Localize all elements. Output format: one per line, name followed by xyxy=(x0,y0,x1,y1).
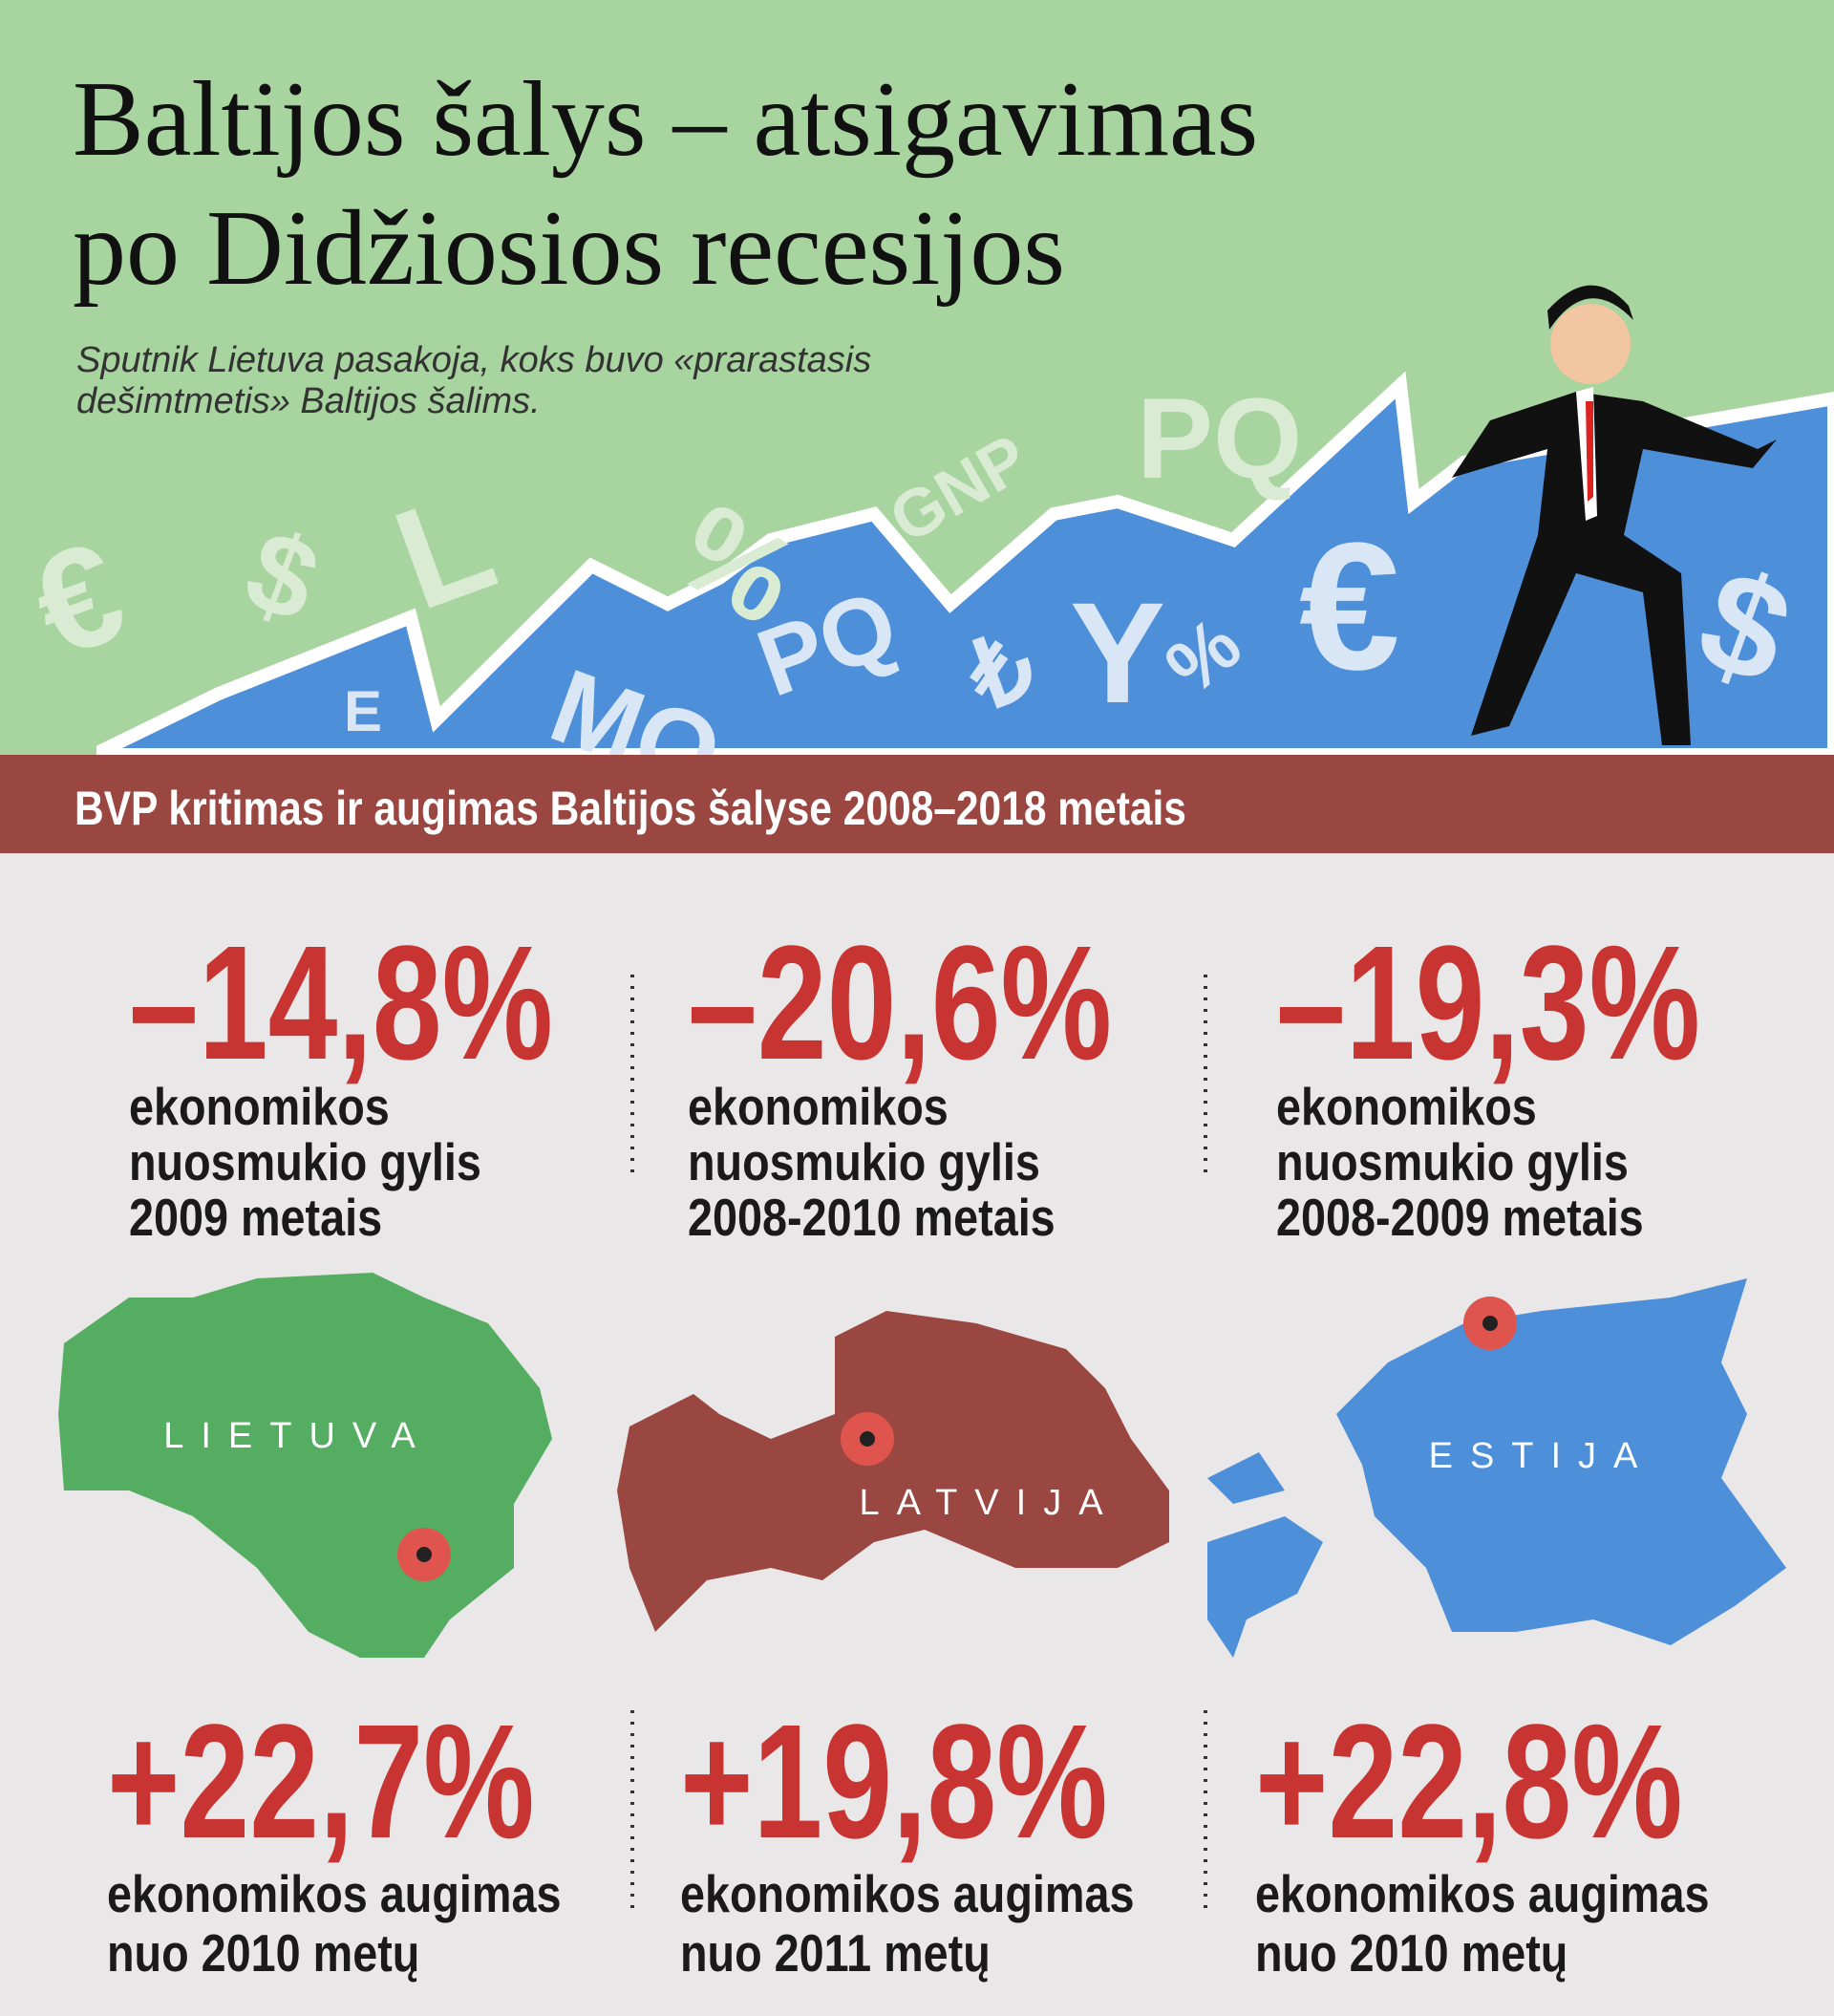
decline-text: ekonomikos xyxy=(1276,1077,1537,1136)
growth-value: +19,8% xyxy=(680,1691,1108,1873)
country-label: LATVIJA xyxy=(859,1483,1120,1523)
decline-text: ekonomikos xyxy=(129,1077,390,1136)
decline-text: 2008-2010 metais xyxy=(688,1188,1056,1247)
decor-symbol: E xyxy=(344,679,382,743)
title: po Didžiosios recesijos xyxy=(73,189,1065,308)
country-label: ESTIJA xyxy=(1428,1436,1655,1476)
businessman xyxy=(1452,285,1777,745)
growth-text: ekonomikos augimas xyxy=(1255,1864,1710,1923)
growth-mountain xyxy=(96,371,1834,761)
map-lithuania xyxy=(58,1273,552,1658)
decor-symbol: Y xyxy=(1070,572,1165,733)
decor-symbol: PQ xyxy=(1137,375,1302,503)
decline-text: nuosmukio gylis xyxy=(129,1132,481,1191)
growth-text: nuo 2010 metų xyxy=(107,1923,420,1983)
decline-value: –14,8% xyxy=(129,912,553,1094)
growth-value: +22,7% xyxy=(107,1691,535,1873)
decline-value: –20,6% xyxy=(688,912,1112,1094)
growth-value: +22,8% xyxy=(1255,1691,1683,1873)
growth-text: nuo 2011 metų xyxy=(680,1923,991,1983)
capital-marker xyxy=(1463,1297,1517,1350)
capital-marker xyxy=(841,1412,894,1466)
growth-text: nuo 2010 metų xyxy=(1255,1923,1568,1983)
subtitle: dešimtmetis» Baltijos šalims. xyxy=(76,381,541,421)
map-latvia xyxy=(617,1311,1169,1632)
decline-text: nuosmukio gylis xyxy=(688,1132,1040,1191)
decline-text: nuosmukio gylis xyxy=(1276,1132,1629,1191)
growth-text: ekonomikos augimas xyxy=(107,1864,562,1923)
section-title: BVP kritimas ir augimas Baltijos šalyse … xyxy=(75,782,1186,835)
subtitle: Sputnik Lietuva pasakoja, koks buvo «pra… xyxy=(76,340,872,380)
country-label: LIETUVA xyxy=(163,1416,433,1456)
growth-text: ekonomikos augimas xyxy=(680,1864,1135,1923)
map-estonia xyxy=(1207,1278,1786,1658)
section-band xyxy=(0,755,1834,853)
decline-text: 2009 metais xyxy=(129,1188,383,1247)
decor-symbol: € xyxy=(1299,505,1400,708)
title: Baltijos šalys – atsigavimas xyxy=(73,60,1259,179)
decline-text: ekonomikos xyxy=(688,1077,949,1136)
capital-marker xyxy=(397,1528,451,1581)
decline-value: –19,3% xyxy=(1276,912,1700,1094)
decline-text: 2008-2009 metais xyxy=(1276,1188,1644,1247)
